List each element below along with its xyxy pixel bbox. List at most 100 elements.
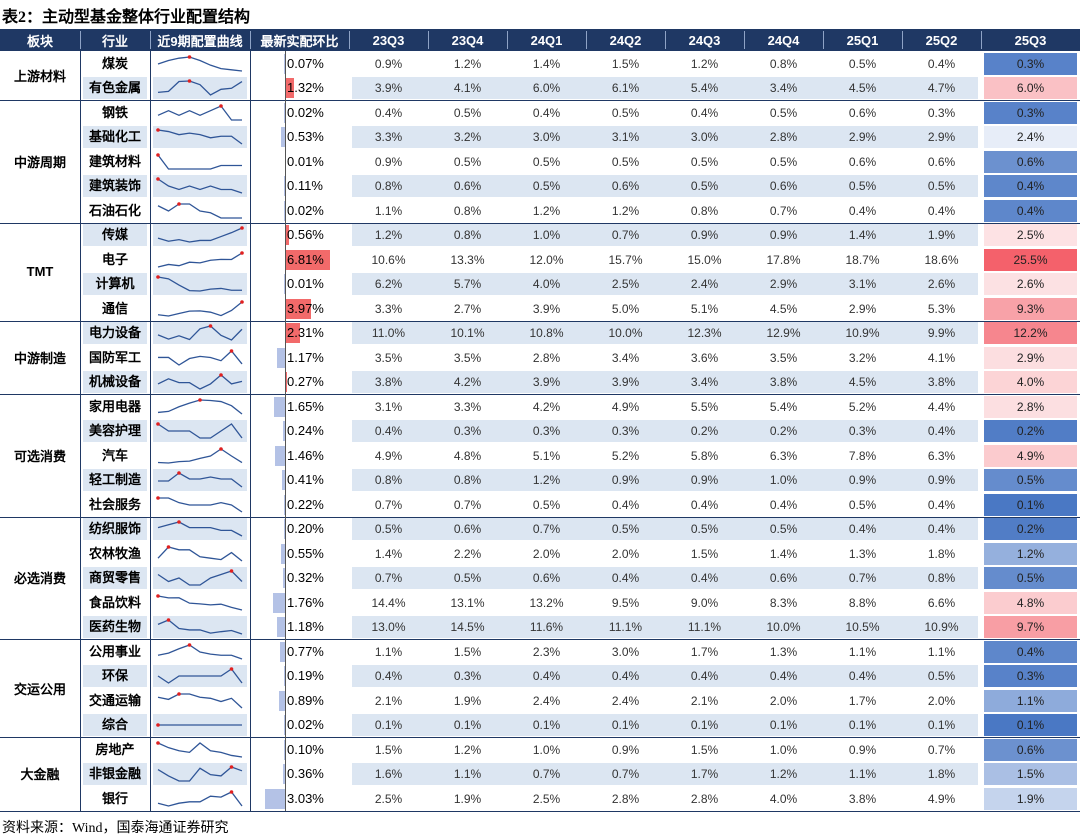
latest-quarter-value: 0.5% [984,567,1077,589]
quarter-value: 0.7% [611,767,640,781]
sparkline-path [157,104,242,121]
row-band [352,665,978,687]
quarter-value: 10.9% [924,620,959,634]
quarter-value: 12.0% [529,252,564,267]
quarter-value: 5.2% [611,448,640,463]
sparkline-max-dot [177,471,181,475]
quarter-value: 3.8% [769,375,798,389]
quarter-value: 10.9% [845,326,880,340]
row-band [83,273,147,295]
row-band [352,322,978,344]
quarter-value: 1.1% [374,203,403,218]
row-band [352,224,978,246]
quarter-value: 1.2% [690,56,719,71]
quarter-value: 3.8% [374,375,403,389]
sparkline-max-dot [229,348,234,353]
sparkline-path [158,496,243,513]
quarter-value: 12.3% [687,326,722,340]
quarter-value: 5.1% [532,448,561,463]
header-cell: 24Q3 [665,29,744,51]
quarter-value: 10.1% [450,326,485,340]
quarter-value: 5.3% [927,301,956,316]
quarter-value: 0.6% [532,571,561,585]
quarter-value: 13.0% [371,620,406,634]
quarter-value: 0.9% [690,228,719,242]
change-value: 0.01% [287,276,324,291]
column-divider [80,51,81,811]
quarter-value: 0.6% [453,522,482,536]
quarter-value: 0.6% [848,154,877,169]
quarter-value: 3.4% [611,350,640,365]
quarter-value: 0.4% [611,497,640,512]
section-divider [0,394,1080,395]
quarter-value: 1.9% [453,693,482,708]
change-bar [284,53,285,74]
quarter-value: 3.0% [611,644,640,659]
change-value: 2.31% [287,325,324,340]
quarter-value: 0.9% [374,56,403,71]
change-bar [283,666,285,686]
quarter-value: 10.5% [845,620,880,634]
quarter-value: 0.9% [769,228,798,242]
header-divider [150,31,151,49]
sparkline [157,691,243,708]
quarter-value: 1.3% [769,644,798,659]
quarter-value: 0.5% [453,571,482,585]
sparkline [156,495,243,513]
quarter-value: 3.2% [848,350,877,365]
sparkline-max-dot [219,446,223,451]
header-cell: 23Q4 [428,29,507,51]
quarter-value: 11.6% [529,620,564,634]
quarter-value: 6.3% [769,448,798,463]
quarter-value: 0.9% [848,742,877,757]
quarter-value: 2.9% [769,277,798,291]
sparkline [156,422,243,439]
sparkline-max-dot [156,422,160,426]
change-bar [285,78,294,98]
quarter-value: 6.0% [532,81,561,95]
sparkline-max-dot [156,177,160,181]
change-bar [274,396,285,417]
sparkline [157,103,242,121]
quarter-value: 10.8% [529,326,564,340]
quarter-value: 0.6% [927,154,956,169]
quarter-value: 3.0% [690,130,719,144]
quarter-value: 2.0% [611,546,640,561]
row-band [352,469,978,491]
sparkline [156,740,243,758]
quarter-value: 1.9% [927,228,956,242]
sparkline [157,397,243,415]
quarter-value: 0.5% [532,497,561,512]
change-bar [282,764,285,784]
section-label: 必选消费 [13,571,66,587]
quarter-value: 1.0% [769,473,798,487]
sparkline-path [157,741,243,758]
change-bar [264,788,285,809]
sparkline-max-dot [156,740,160,745]
quarter-value: 9.5% [611,595,640,610]
sparkline-max-dot [187,54,192,59]
quarter-value: 0.9% [848,473,877,487]
change-value: 0.19% [287,668,324,683]
quarter-value: 2.5% [532,791,561,806]
quarter-value: 0.5% [690,522,719,536]
header-cell: 24Q1 [507,29,586,51]
industry-name: 通信 [101,300,128,316]
sparkline [157,79,243,96]
sparkline [156,177,243,194]
quarter-value: 0.4% [769,497,798,512]
change-bar [284,176,285,196]
sparkline-max-dot [156,593,160,598]
quarter-value: 1.2% [453,742,482,757]
sparkline-max-dot [177,691,181,696]
row-band [83,224,147,246]
sparkline-path [157,251,243,268]
industry-name: 交通运输 [88,692,141,708]
sparkline-max-dot [229,667,234,671]
quarter-value: 2.4% [532,693,561,708]
industry-name: 家用电器 [88,398,141,414]
change-value: 1.65% [287,398,324,414]
section-label: 大金融 [20,767,60,783]
quarter-value: 4.5% [848,81,877,95]
column-divider [250,51,251,811]
